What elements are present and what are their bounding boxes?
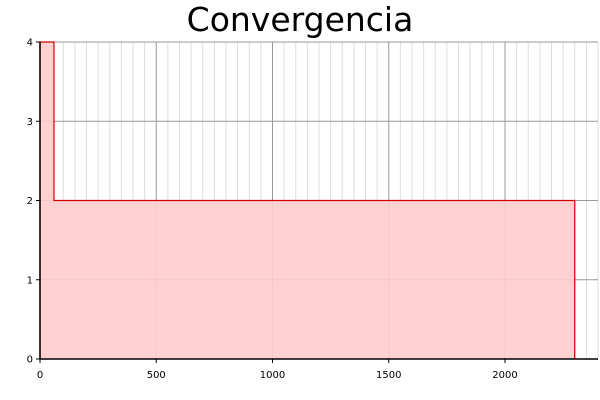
axes-layer	[36, 41, 598, 363]
x-tick-label: 1000	[260, 370, 285, 381]
x-tick-label: 2000	[492, 370, 517, 381]
y-tick-label: 4	[27, 38, 33, 49]
x-tick-label: 500	[147, 370, 166, 381]
chart-title: Convergencia	[187, 0, 414, 39]
y-tick-label: 2	[27, 196, 33, 207]
y-tick-label: 3	[27, 117, 33, 128]
x-tick-label: 1500	[376, 370, 401, 381]
y-tick-label: 0	[27, 355, 33, 366]
x-tick-label: 0	[37, 370, 43, 381]
y-tick-label: 1	[27, 275, 33, 286]
tick-labels: 0 500 1000 1500 2000 0 1 2 3 4	[27, 38, 518, 382]
